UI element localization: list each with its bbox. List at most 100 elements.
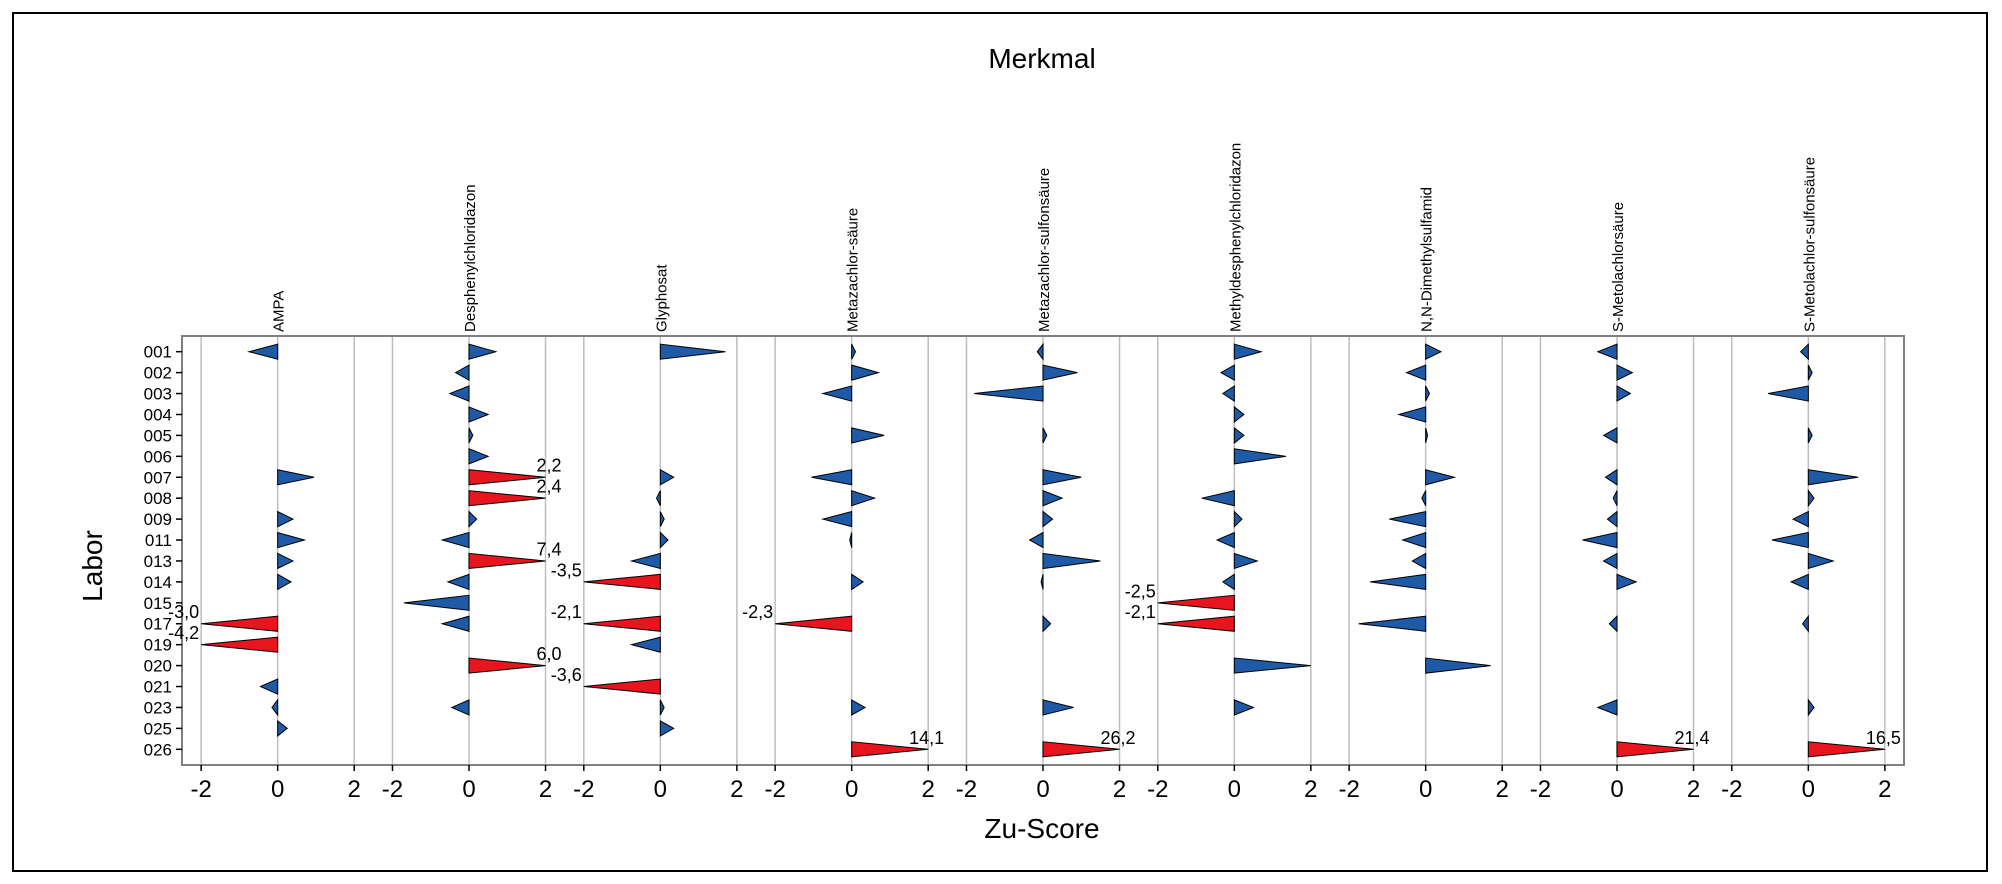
panel-title: Glyphosat — [653, 264, 670, 332]
x-tick-label: -2 — [1147, 776, 1168, 803]
zu-score-mark — [277, 719, 289, 737]
zu-score-mark — [440, 615, 470, 632]
zu-score-mark — [1616, 573, 1638, 591]
x-tick-label: 2 — [730, 776, 743, 803]
out-of-range-mark — [201, 615, 279, 632]
y-tick-label: 011 — [145, 531, 172, 550]
panel-title: Methyldesphenylchloridazon — [1227, 143, 1244, 332]
zu-score-mark — [659, 699, 665, 716]
zu-score-mark — [1807, 364, 1813, 381]
x-tick-label: 0 — [845, 776, 858, 803]
zu-score-mark — [1389, 510, 1427, 528]
zu-score-mark — [1042, 427, 1048, 444]
zu-score-mark — [446, 573, 470, 591]
zu-score-mark — [851, 489, 877, 507]
zu-score-mark — [468, 406, 490, 423]
x-tick-label: 0 — [1802, 776, 1815, 803]
zu-score-mark — [1042, 510, 1054, 528]
zu-score-mark — [1596, 699, 1618, 716]
y-tick-label: 005 — [144, 426, 172, 445]
y-tick-label: 017 — [144, 615, 172, 634]
panel-title: Desphenylchloridazon — [462, 184, 479, 332]
zu-score-mark — [1768, 385, 1809, 402]
chart-title: Merkmal — [988, 43, 1095, 74]
zu-score-mark — [271, 698, 279, 717]
out-of-range-mark — [1157, 594, 1235, 611]
x-tick-label: 0 — [654, 776, 667, 803]
zu-score-mark — [1807, 469, 1859, 486]
zu-score-mark — [811, 469, 853, 486]
y-axis-title: Labor — [77, 530, 108, 602]
x-tick-label: 2 — [539, 776, 552, 803]
zu-score-mark — [1233, 426, 1245, 444]
out-of-range-mark — [583, 678, 661, 695]
x-tick-label: 0 — [462, 776, 475, 803]
out-of-range-mark — [201, 636, 279, 653]
data-label: -2,1 — [1125, 602, 1156, 622]
zu-score-mark — [1807, 552, 1835, 570]
zu-score-mark — [468, 427, 474, 444]
data-label: -3,6 — [551, 665, 582, 685]
y-tick-label: 002 — [144, 364, 172, 383]
panel-title: N,N-Dimethylsulfamid — [1419, 187, 1436, 332]
zu-score-mark — [277, 552, 295, 570]
out-of-range-mark — [1042, 741, 1120, 758]
y-tick-label: 019 — [144, 636, 172, 655]
zu-score-mark — [1616, 385, 1632, 402]
zu-score-mark — [851, 343, 857, 360]
zu-score-mark — [454, 364, 470, 382]
zu-score-mark — [1612, 490, 1618, 506]
zu-score-mark — [1233, 699, 1255, 716]
zu-score-mark — [820, 385, 853, 402]
x-axis-title: Zu-Score — [984, 813, 1099, 844]
out-of-range-mark — [583, 573, 661, 590]
zu-score-mark — [851, 573, 865, 591]
panel-title: S-Metolachlor-sulfonsäure — [1801, 157, 1818, 332]
x-tick-label: -2 — [764, 776, 785, 803]
zu-score-mark — [1401, 531, 1427, 549]
zu-score-mark — [277, 531, 307, 549]
out-of-range-mark — [1616, 741, 1694, 758]
zu-score-mark — [1233, 657, 1311, 674]
zu-score-mark — [974, 385, 1044, 402]
data-label: -2,1 — [551, 602, 582, 622]
x-tick-label: 2 — [922, 776, 935, 803]
zu-score-mark — [1233, 448, 1287, 465]
y-tick-label: 026 — [144, 740, 172, 759]
zu-score-mark — [440, 531, 470, 549]
zu-score-mark — [1201, 490, 1235, 507]
zu-score-mark — [1425, 343, 1443, 361]
zu-score-mark — [277, 510, 295, 528]
data-label: 26,2 — [1100, 728, 1135, 748]
x-tick-label: 2 — [1687, 776, 1700, 803]
zu-score-mark — [659, 511, 665, 527]
y-tick-label: 006 — [144, 447, 172, 466]
zu-score-mark — [1028, 531, 1044, 549]
zu-score-mark — [1801, 614, 1809, 633]
y-tick-label: 023 — [144, 698, 172, 717]
data-label: 14,1 — [909, 728, 944, 748]
zu-score-mark — [1036, 342, 1044, 361]
zu-score-mark — [1807, 698, 1815, 717]
y-tick-label: 001 — [144, 343, 172, 362]
zu-score-mark — [468, 510, 478, 528]
zu-score-mark — [1397, 406, 1427, 423]
y-tick-label: 021 — [144, 678, 172, 697]
x-tick-label: 0 — [271, 776, 284, 803]
data-label: 7,4 — [537, 539, 562, 559]
y-tick-label: 020 — [144, 657, 172, 676]
zu-score-mark — [448, 385, 470, 402]
zu-score-mark — [1771, 531, 1809, 549]
zu-score-mark — [1807, 427, 1813, 444]
data-label: -3,5 — [551, 560, 582, 580]
zu-score-mark — [1425, 427, 1429, 444]
zu-score-mark — [1042, 364, 1078, 381]
panel-title: Metazachlor-säure — [845, 208, 862, 332]
zu-score-mark — [1233, 405, 1245, 424]
zu-score-mark — [629, 552, 661, 570]
zu-score-mark — [1221, 573, 1235, 591]
zu-score-mark — [277, 469, 315, 486]
y-tick-label: 015 — [144, 594, 172, 613]
zu-score-mark — [1233, 343, 1263, 360]
x-tick-label: 0 — [1228, 776, 1241, 803]
